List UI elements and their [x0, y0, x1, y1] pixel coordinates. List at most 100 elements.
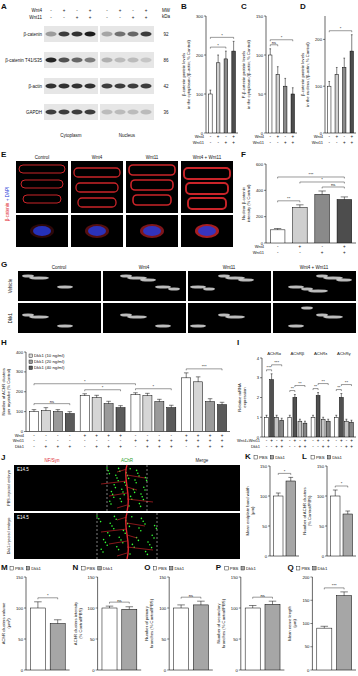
bars — [317, 592, 352, 670]
bars — [102, 606, 137, 670]
blot-band — [141, 83, 152, 88]
blot-band — [102, 83, 113, 88]
significance-label: * — [340, 26, 342, 31]
achr-dot — [100, 548, 102, 550]
bar — [143, 396, 152, 432]
bars — [270, 191, 351, 243]
y-tick — [264, 55, 266, 56]
error-bar — [217, 55, 219, 63]
achr-cluster — [140, 278, 156, 281]
y-tick — [268, 556, 270, 557]
legend-swatch — [29, 354, 33, 358]
panel-letter: M — [1, 563, 8, 572]
condition-sign: - — [69, 438, 71, 443]
condition-sign: - — [225, 134, 227, 139]
achr-dot — [105, 542, 107, 544]
error-bar — [157, 399, 162, 401]
condition-name: Dkk1 — [15, 444, 25, 449]
condition-sign: + — [294, 438, 297, 443]
chart-panel: M050100150AChR clusters volume(μm³)*PBSD… — [1, 563, 70, 673]
achr-dot — [117, 480, 119, 482]
bar — [50, 624, 65, 671]
achr-dot — [151, 547, 153, 549]
blot-strip — [100, 104, 154, 120]
error-bar — [343, 58, 345, 67]
condition-sign: - — [185, 444, 187, 449]
tick-label: 150 — [159, 575, 167, 580]
significance-label: * — [153, 384, 155, 389]
condition-sign: - — [45, 433, 47, 438]
nucleus — [33, 226, 51, 236]
legend-swatch — [270, 456, 274, 460]
condition-name: Wnt11 — [29, 15, 42, 20]
bar — [321, 419, 325, 437]
condition-sign: + — [107, 433, 110, 438]
significance-label: ** — [322, 379, 326, 384]
blot-band — [72, 83, 83, 88]
bar — [298, 421, 302, 437]
error-bar — [118, 406, 123, 408]
tick-label: 100 — [260, 494, 268, 499]
nerve-branch — [117, 505, 127, 508]
panel-letter: G — [1, 260, 7, 269]
achr-dot — [116, 477, 118, 479]
blot-strip — [100, 26, 154, 42]
blot-band — [46, 83, 57, 88]
fraction-label: Nucleus — [119, 133, 136, 138]
myotube — [188, 198, 226, 209]
achr-dot — [124, 532, 126, 534]
condition-sign: - — [299, 438, 301, 443]
error-bar — [276, 493, 281, 496]
bar — [315, 194, 330, 243]
condition-sign: - — [289, 444, 291, 449]
panel-letter: J — [1, 453, 5, 462]
error-bar — [197, 601, 205, 605]
error-bar — [56, 410, 61, 412]
condition-sign: - — [317, 444, 319, 449]
condition-sign: - — [84, 438, 86, 443]
condition-sign: - — [119, 15, 121, 20]
condition-sign: - — [266, 444, 268, 449]
significance-label: ** — [287, 196, 291, 201]
chart-panel: H0100200300400Number of AChR clustersper… — [1, 338, 230, 449]
condition-sign: - — [285, 134, 287, 139]
condition-sign: + — [343, 250, 346, 255]
micrograph — [71, 161, 123, 213]
column-label: Wnt4 + Wnt11 — [193, 155, 222, 160]
error-bar — [82, 394, 87, 396]
stain-label: β-catenin+ DAPI — [5, 187, 10, 222]
achr-dot — [154, 525, 156, 527]
y-label: (% Control/PBS) — [307, 495, 312, 526]
achr-dot — [110, 503, 112, 505]
tick-label: 1 — [257, 415, 260, 420]
achr-cluster — [168, 287, 180, 290]
condition-sign: - — [135, 444, 137, 449]
category-label: AChRβ — [290, 351, 304, 356]
blot-strip — [100, 52, 154, 68]
condition-sign: - — [210, 134, 212, 139]
nerve — [126, 513, 129, 559]
band-label: β-actin — [28, 84, 42, 89]
condition-sign: + — [291, 140, 294, 145]
blot-band — [102, 31, 113, 36]
condition-sign: + — [132, 15, 135, 20]
achr-dot — [136, 470, 138, 472]
micrograph — [273, 303, 356, 333]
column-label: Wnt11 — [146, 155, 159, 160]
y-tick — [167, 670, 169, 671]
y-label: in the cytoplasm (/β-actin; % Control) — [186, 40, 191, 109]
tick-label: 150 — [256, 14, 264, 19]
blot-band — [128, 57, 139, 62]
tick-label: 50 — [90, 637, 95, 642]
achr-cluster — [190, 285, 206, 288]
myotube — [131, 180, 173, 190]
bar — [265, 417, 269, 437]
column-label: Control — [52, 265, 67, 270]
achr-dot — [140, 493, 142, 495]
error-bar — [277, 67, 279, 75]
tick-label: 100 — [196, 92, 204, 97]
error-bar — [341, 197, 348, 200]
legend-label: PBS — [15, 566, 24, 571]
bar — [216, 63, 220, 133]
legend-label: Dkk1 — [318, 566, 328, 571]
